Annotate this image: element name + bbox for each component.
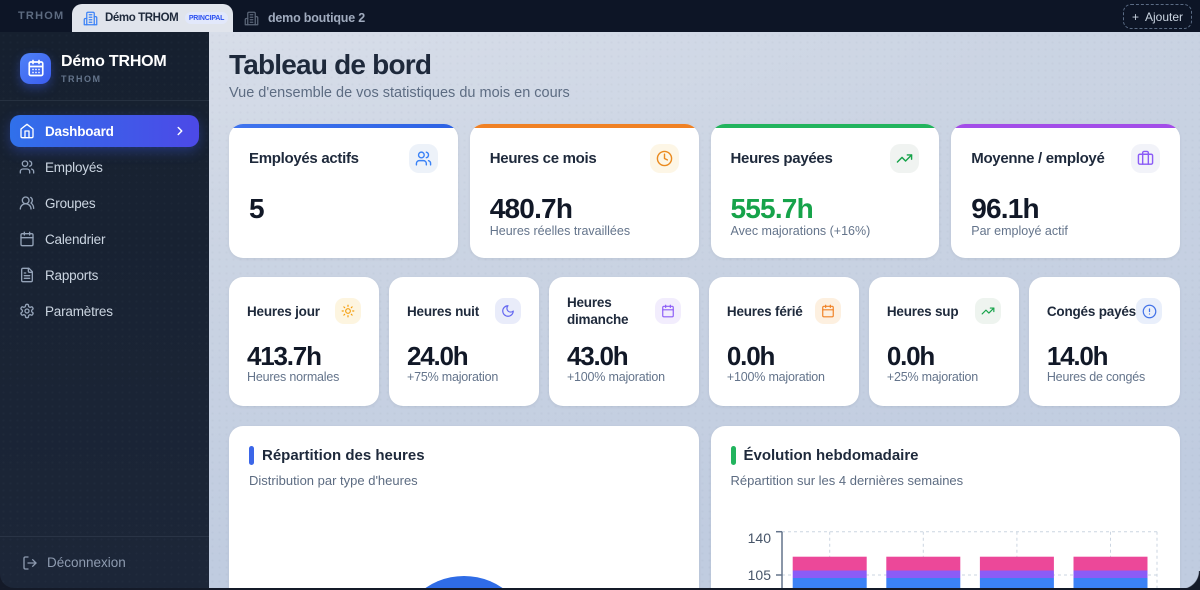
svg-text:105: 105 bbox=[747, 567, 771, 583]
svg-text:140: 140 bbox=[747, 530, 771, 546]
